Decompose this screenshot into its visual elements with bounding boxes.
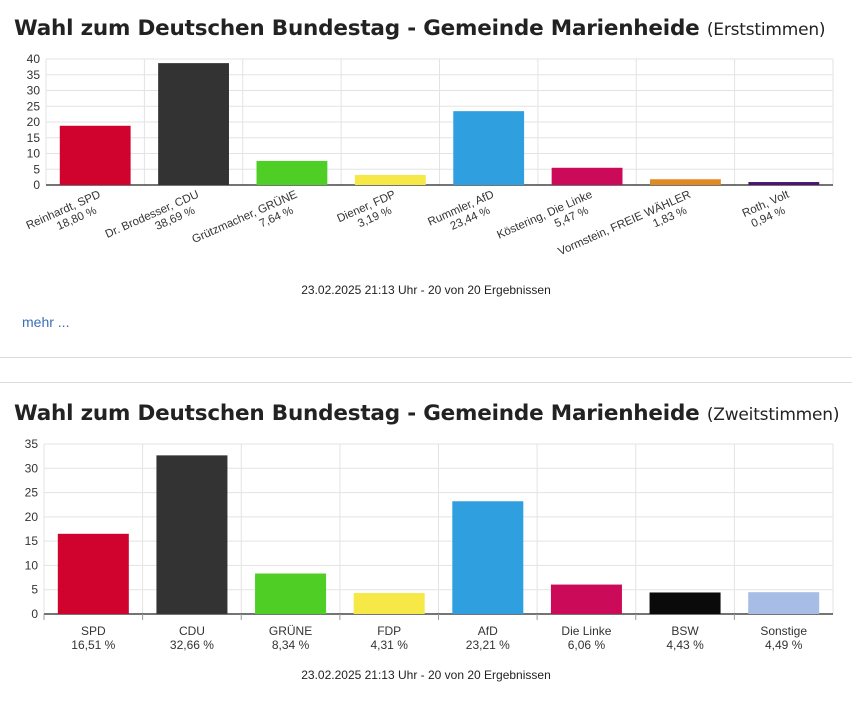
category-label: BSW: [671, 624, 699, 638]
bar: [453, 111, 525, 185]
x-tick-label: Dr. Brodesser, CDU38,69 %: [104, 189, 206, 253]
bar: [649, 592, 721, 614]
more-link[interactable]: mehr ...: [22, 314, 70, 330]
y-tick-label: 35: [27, 68, 41, 82]
bar: [748, 592, 820, 614]
y-tick-label: 5: [31, 583, 38, 597]
bar: [551, 167, 623, 185]
category-label: SPD: [81, 624, 106, 638]
bar: [158, 63, 229, 186]
y-tick-label: 10: [25, 558, 39, 572]
y-tick-label: 20: [27, 115, 41, 129]
y-tick-label: 15: [25, 534, 39, 548]
bar: [156, 455, 228, 614]
value-label: 23,21 %: [466, 638, 510, 652]
y-tick-label: 5: [33, 162, 40, 176]
y-tick-label: 40: [27, 52, 41, 66]
y-tick-label: 15: [27, 131, 41, 145]
y-tick-label: 30: [25, 461, 39, 475]
category-label: Die Linke: [561, 624, 611, 638]
chart-title-sub: (Erststimmen): [706, 20, 826, 40]
x-tick-label: Diener, FDP3,19 %: [335, 189, 403, 237]
chart-title-main: Wahl zum Deutschen Bundestag - Gemeinde …: [14, 401, 700, 426]
bar: [452, 501, 524, 614]
y-tick-label: 30: [27, 84, 41, 98]
result-timestamp: 23.02.2025 21:13 Uhr - 20 von 20 Ergebni…: [301, 668, 551, 682]
category-label: Sonstige: [760, 624, 807, 638]
x-tick-label: Reinhardt, SPD18,80 %: [25, 189, 108, 244]
y-tick-label: 35: [25, 437, 39, 451]
bar: [57, 533, 129, 614]
bar: [59, 125, 131, 185]
y-tick-label: 20: [25, 510, 39, 524]
y-tick-label: 25: [27, 99, 41, 113]
value-label: 16,51 %: [71, 638, 115, 652]
bar: [650, 179, 721, 185]
value-label: 4,43 %: [666, 638, 704, 652]
x-tick-label: Grützmacher, GRÜNE7,64 %: [190, 189, 304, 258]
bar: [550, 584, 622, 614]
category-label: AfD: [478, 624, 498, 638]
bar: [353, 593, 425, 614]
section-divider: [0, 357, 852, 358]
chart-title-main: Wahl zum Deutschen Bundestag - Gemeinde …: [14, 16, 700, 41]
value-label: 6,06 %: [568, 638, 606, 652]
x-tick-label: Roth, Volt0,94 %: [741, 188, 797, 231]
bar: [256, 160, 328, 185]
value-label: 4,31 %: [371, 638, 409, 652]
y-tick-label: 10: [27, 147, 41, 161]
category-label: CDU: [179, 624, 205, 638]
chart-title-sub: (Zweitstimmen): [706, 405, 840, 425]
y-tick-label: 0: [31, 607, 38, 621]
value-label: 4,49 %: [765, 638, 803, 652]
result-timestamp: 23.02.2025 21:13 Uhr - 20 von 20 Ergebni…: [301, 283, 551, 297]
value-label: 8,34 %: [272, 638, 310, 652]
category-label: FDP: [377, 624, 401, 638]
y-tick-label: 0: [33, 178, 40, 192]
value-label: 32,66 %: [170, 638, 214, 652]
bar: [255, 573, 327, 614]
x-tick-label: Rummler, AfD23,44 %: [426, 189, 501, 241]
section-divider: [0, 382, 852, 383]
category-label: GRÜNE: [269, 624, 312, 638]
chart-title-zweitstimmen: Wahl zum Deutschen Bundestag - Gemeinde …: [14, 401, 840, 426]
bar: [354, 174, 426, 185]
bar: [748, 182, 820, 185]
y-tick-label: 25: [25, 486, 39, 500]
chart-title-erststimmen: Wahl zum Deutschen Bundestag - Gemeinde …: [14, 16, 826, 41]
